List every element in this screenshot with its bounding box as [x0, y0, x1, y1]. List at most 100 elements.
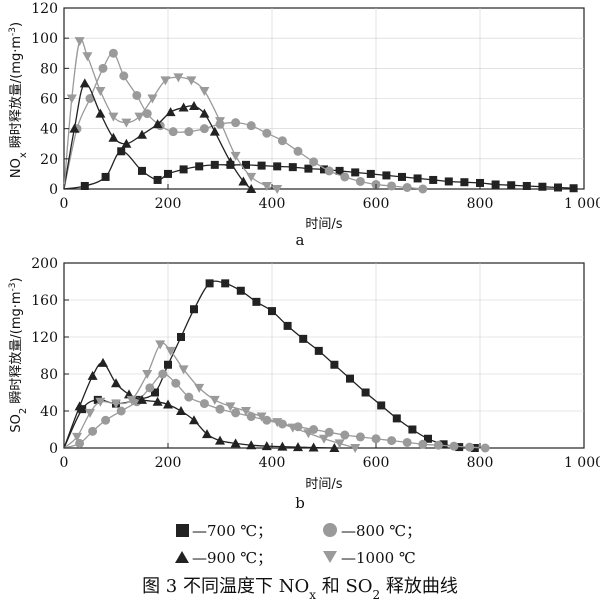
- nox-point-square: [491, 180, 500, 189]
- legend-square-marker: [176, 524, 189, 537]
- so2-point-triangle-down: [165, 346, 176, 356]
- so2-point-triangle-up: [137, 394, 147, 404]
- nox-point-square: [304, 164, 313, 173]
- nox-point-triangle-up: [238, 176, 249, 186]
- legend: —700 ℃； —800 ℃； —900 ℃； —1000 ℃: [175, 522, 421, 567]
- so2-point-square: [252, 297, 261, 306]
- nox-point-circle: [277, 136, 287, 146]
- nox-point-triangle-up: [189, 101, 199, 111]
- so2-point-triangle-down: [142, 370, 153, 379]
- nox-point-square: [138, 166, 146, 175]
- so2-point-triangle-up: [87, 370, 98, 380]
- so2-point-circle: [433, 440, 443, 450]
- nox-point-circle: [142, 109, 152, 119]
- nox-point-triangle-up: [225, 156, 236, 166]
- so2-point-square: [299, 334, 308, 343]
- legend-circle-marker: [323, 523, 337, 537]
- so2-point-square: [205, 279, 214, 288]
- so2-point-square: [346, 374, 354, 383]
- nox-point-square: [195, 162, 204, 171]
- nox-point-triangle-up: [152, 119, 163, 129]
- so2-point-triangle-up: [329, 443, 340, 452]
- nox-point-square: [273, 162, 282, 171]
- nox-point-triangle-down: [147, 94, 158, 104]
- so2-point-circle: [246, 412, 256, 422]
- so2-x-tick-label: 200: [155, 455, 182, 471]
- so2-point-triangle-up: [308, 442, 319, 452]
- so2-point-square: [377, 401, 386, 410]
- nox-point-triangle-up: [79, 78, 90, 88]
- so2-series-line-triangle-up: [63, 362, 335, 449]
- nox-point-square: [242, 160, 250, 169]
- legend-item-700: —700 ℃；: [176, 522, 272, 540]
- nox-point-circle: [199, 124, 209, 134]
- so2-y-axis-title: SO2 瞬时释放量/(mg·m-3): [8, 277, 29, 432]
- so2-point-circle: [158, 369, 168, 379]
- so2-x-tick-label: 600: [363, 455, 390, 471]
- nox-point-triangle-up: [137, 129, 147, 139]
- figure-caption: 图 3 不同温度下 NOx 和 SO2 释放曲线: [142, 576, 458, 602]
- so2-panel-label: b: [295, 494, 305, 512]
- nox-point-square: [522, 181, 531, 190]
- nox-point-square: [569, 184, 578, 193]
- nox-point-triangle-down: [82, 52, 93, 62]
- so2-point-triangle-up: [277, 441, 288, 451]
- nox-point-triangle-down: [246, 172, 257, 182]
- so2-point-square: [361, 388, 370, 397]
- legend-label-700: —700 ℃；: [192, 522, 272, 540]
- nox-y-tick-label: 60: [40, 92, 58, 108]
- nox-point-circle: [184, 127, 194, 137]
- so2-point-triangle-down: [95, 397, 106, 407]
- so2-point-triangle-up: [202, 429, 212, 439]
- so2-point-circle: [116, 406, 126, 416]
- so2-point-triangle-up: [152, 396, 163, 406]
- nox-point-square: [507, 181, 516, 190]
- so2-point-circle: [324, 427, 334, 437]
- so2-point-circle: [371, 434, 381, 444]
- nox-point-triangle-up: [69, 123, 80, 133]
- nox-point-triangle-down: [261, 181, 272, 191]
- so2-y-tick-label: 160: [31, 293, 58, 309]
- nox-y-tick-label: 40: [40, 122, 58, 138]
- legend-item-1000: —1000 ℃: [323, 549, 416, 567]
- so2-point-triangle-up: [230, 438, 241, 448]
- so2-point-circle: [449, 441, 459, 451]
- so2-point-triangle-down: [303, 429, 314, 439]
- so2-x-tick-label: 1 000: [564, 455, 600, 471]
- so2-x-tick-label: 400: [259, 455, 286, 471]
- so2-point-triangle-down: [225, 402, 236, 412]
- legend-item-900: —900 ℃；: [175, 549, 272, 567]
- so2-point-circle: [101, 415, 111, 425]
- so2-point-triangle-down: [111, 399, 121, 409]
- nox-point-square: [335, 166, 344, 175]
- so2-point-triangle-up: [176, 406, 186, 415]
- nox-point-triangle-up: [165, 107, 176, 117]
- so2-point-circle: [88, 426, 98, 436]
- so2-point-triangle-down: [241, 407, 251, 416]
- nox-point-circle: [387, 181, 397, 191]
- so2-point-square: [408, 425, 417, 434]
- nox-x-tick-label: 200: [155, 196, 182, 212]
- nox-point-triangle-down: [95, 86, 106, 96]
- nox-point-square: [382, 171, 391, 180]
- nox-point-triangle-up: [178, 102, 189, 112]
- so2-point-square: [330, 360, 339, 369]
- legend-triangle-up-marker: [175, 551, 189, 563]
- nox-point-square: [80, 181, 89, 190]
- nox-point-circle: [168, 127, 178, 137]
- legend-item-800: —800 ℃；: [323, 522, 421, 540]
- so2-point-circle: [480, 443, 490, 453]
- nox-point-square: [460, 178, 469, 187]
- nox-y-tick-label: 100: [31, 31, 58, 47]
- legend-label-1000: —1000 ℃: [341, 549, 416, 567]
- so2-point-triangle-up: [98, 357, 108, 367]
- nox-point-square: [288, 163, 297, 172]
- so2-point-square: [177, 333, 185, 341]
- so2-chart-panel: 0 40 80 120 160 200 0 200 400 600 800 1 000 时间/s b…: [8, 256, 600, 512]
- so2-x-axis-title: 时间/s: [305, 477, 342, 492]
- so2-y-tick-label: 200: [31, 256, 58, 272]
- so2-point-triangle-up: [215, 435, 225, 445]
- so2-point-circle: [465, 442, 475, 452]
- so2-point-triangle-down: [72, 432, 82, 442]
